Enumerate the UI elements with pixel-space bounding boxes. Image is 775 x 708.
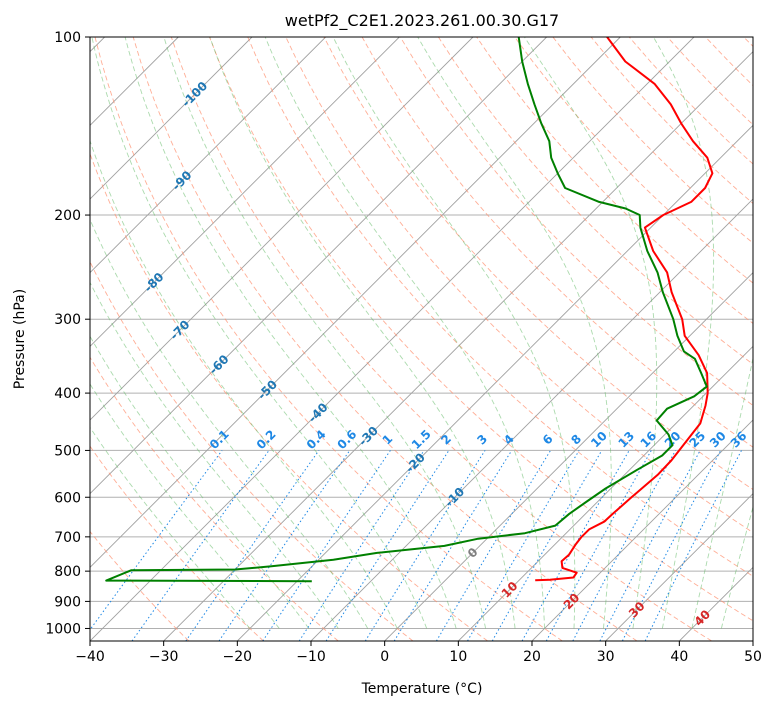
x-tick-label: 30	[597, 649, 615, 665]
x-tick-label: −40	[75, 649, 105, 665]
mixing-ratio-line	[644, 450, 742, 641]
isotherm-line	[90, 37, 695, 641]
y-tick-label: 200	[54, 208, 81, 224]
y-tick-label: 1000	[45, 621, 81, 637]
isotherm-line	[90, 37, 474, 421]
mixing-ratio-line	[572, 450, 676, 641]
dry-adiabat-line	[90, 260, 414, 641]
dry-adiabat-line	[90, 445, 264, 641]
moist-adiabat-line	[90, 281, 339, 629]
plot-background	[90, 37, 753, 641]
isotherm-line	[458, 345, 753, 641]
y-tick-label: 900	[54, 594, 81, 610]
y-tick-label: 100	[54, 30, 81, 46]
moist-adiabat-line	[691, 356, 753, 629]
x-axis-label: Temperature (°C)	[361, 681, 483, 697]
moist-adiabat-line	[524, 37, 658, 629]
isotherm-line	[90, 37, 326, 274]
moist-adiabat-line	[163, 37, 487, 629]
dry-adiabat-line	[90, 152, 488, 641]
x-tick-label: 10	[449, 649, 467, 665]
mixing-ratio-line	[521, 450, 630, 641]
isotherm-line	[90, 37, 253, 200]
mixing-ratio-line	[218, 450, 351, 641]
y-tick-label: 300	[54, 312, 81, 328]
isotherm-line	[531, 419, 753, 641]
x-tick-label: −20	[223, 649, 253, 665]
y-tick-label: 400	[54, 386, 81, 402]
mixing-ratio-line	[325, 450, 450, 641]
dry-adiabat-line	[399, 37, 753, 406]
mixing-ratio-line	[185, 450, 320, 641]
dry-adiabat-line	[132, 37, 638, 641]
dewpoint-line	[105, 37, 708, 583]
moist-adiabat-line	[332, 37, 576, 629]
moist-adiabat-line	[90, 335, 310, 629]
dry-adiabat-line	[323, 37, 753, 491]
isotherm-line	[90, 37, 400, 347]
isotherm-line	[90, 37, 547, 495]
dry-adiabat-line	[90, 356, 339, 641]
moist-adiabat-line	[417, 37, 612, 629]
moist-adiabat-line	[653, 37, 715, 629]
y-tick-label: 600	[54, 490, 81, 506]
moist-adiabat-line	[124, 37, 457, 629]
dry-adiabat-line	[170, 37, 712, 641]
x-tick-label: −30	[149, 649, 179, 665]
dry-adiabat-line	[209, 37, 753, 622]
x-axis-ticks: −40 −30 −20 −10 0 10 20 30 40 50	[75, 641, 762, 665]
mixing-ratio-line	[90, 450, 223, 631]
y-tick-label: 700	[54, 530, 81, 546]
mixing-ratio-line	[262, 450, 391, 641]
mixing-ratio-line	[131, 450, 270, 641]
mixing-ratio-line	[621, 450, 722, 641]
x-tick-label: −10	[296, 649, 326, 665]
dry-adiabat-line	[514, 37, 753, 284]
x-tick-label: 40	[670, 649, 688, 665]
y-tick-label: 800	[54, 564, 81, 580]
mixing-ratio-line	[298, 450, 425, 641]
chart-title: wetPf2_C2E1.2023.261.00.30.G17	[285, 11, 559, 31]
plot-frame	[89, 36, 754, 642]
isotherm-line	[90, 37, 621, 568]
x-tick-label: 50	[744, 649, 762, 665]
moist-adiabat-line	[90, 218, 369, 629]
dry-adiabat-line	[94, 37, 563, 641]
dry-adiabat-line	[247, 37, 753, 577]
mixing-ratio-line	[545, 450, 652, 641]
isotherm-line	[605, 493, 753, 641]
x-tick-label: 0	[380, 649, 389, 665]
isotherm-line	[752, 640, 753, 641]
y-axis-label: Pressure (hPa)	[12, 289, 28, 389]
moist-adiabat-line	[264, 37, 545, 629]
moist-adiabat-line	[720, 505, 753, 629]
y-axis-ticks: 100 200 300 400 500 600 700 800 900 1000	[45, 30, 90, 637]
moist-adiabat-line	[209, 37, 516, 629]
mixing-ratio-line	[393, 450, 513, 641]
y-tick-label: 500	[54, 443, 81, 459]
temperature-line	[535, 37, 714, 582]
isotherm-line	[163, 51, 753, 641]
x-tick-label: 20	[523, 649, 541, 665]
dry-adiabat-line	[438, 37, 753, 365]
dry-adiabat-line	[90, 530, 190, 641]
background-lines	[90, 37, 753, 641]
series-lines	[105, 37, 714, 583]
moist-adiabat-line	[91, 37, 428, 629]
isotherm-line	[237, 124, 753, 641]
moist-adiabat-line	[90, 139, 398, 629]
